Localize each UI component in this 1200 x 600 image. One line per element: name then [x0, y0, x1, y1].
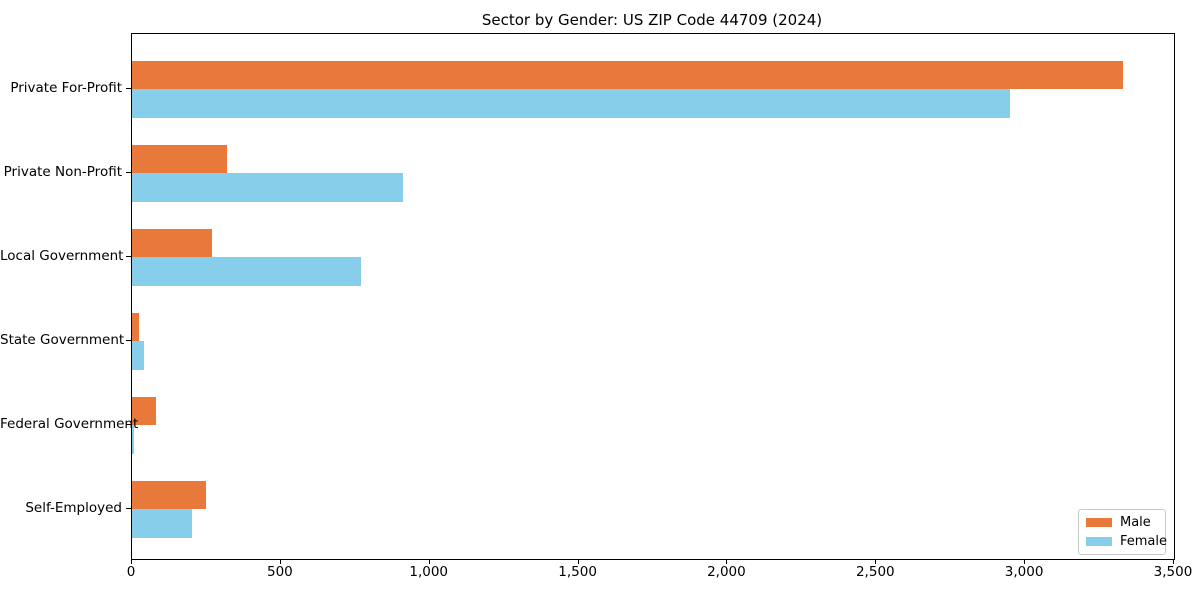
y-tick-mark — [126, 508, 131, 509]
bar-female-1 — [132, 89, 1011, 118]
x-tick-mark — [726, 559, 728, 564]
y-tick-mark — [126, 340, 131, 341]
x-axis-tick-label: 1,000 — [409, 564, 449, 580]
y-tick-mark — [126, 424, 131, 425]
bar-female-4 — [132, 341, 144, 370]
bar-female-3 — [132, 257, 362, 286]
bar-male-1 — [132, 60, 1124, 89]
y-axis-category-label: Federal Government — [0, 416, 139, 432]
x-axis-tick-label: 0 — [126, 564, 136, 580]
legend-swatch-male-icon — [1086, 518, 1112, 527]
bar-male-2 — [132, 144, 228, 173]
legend-swatch-female-icon — [1086, 537, 1112, 546]
y-axis-category-label: Private For-Profit — [10, 80, 122, 96]
bar-female-5 — [132, 425, 134, 454]
x-axis-tick-label: 500 — [267, 564, 293, 580]
legend-label-female: Female — [1120, 534, 1168, 549]
x-axis-tick-label: 2,000 — [707, 564, 746, 580]
x-tick-mark — [131, 559, 132, 564]
legend-entry-female: Female — [1086, 534, 1167, 549]
bar-female-6 — [132, 509, 192, 538]
y-axis-category-label: Local Government — [0, 248, 124, 264]
x-axis-tick-label: 2,500 — [855, 564, 895, 580]
x-tick-mark — [875, 559, 877, 564]
y-tick-mark — [126, 256, 131, 257]
plot-area — [131, 33, 1175, 560]
y-axis-category-label: Self-Employed — [25, 500, 122, 516]
bar-female-2 — [132, 173, 403, 202]
y-tick-mark — [126, 172, 131, 173]
bars-layer — [132, 34, 1174, 559]
x-tick-mark — [1024, 559, 1026, 564]
x-axis-tick-label: 3,000 — [1004, 564, 1044, 580]
chart-title: Sector by Gender: US ZIP Code 44709 (202… — [481, 11, 823, 29]
bar-male-4 — [132, 312, 140, 341]
legend-label-male: Male — [1120, 515, 1151, 530]
bar-male-3 — [132, 228, 213, 257]
x-tick-mark — [1173, 559, 1174, 564]
legend-entry-male: Male — [1086, 515, 1158, 530]
y-tick-mark — [126, 88, 131, 89]
bar-male-5 — [132, 396, 156, 425]
x-axis-tick-label: 3,500 — [1153, 564, 1193, 580]
bar-male-6 — [132, 480, 207, 509]
x-tick-mark — [577, 559, 579, 564]
y-axis-category-label: State Government — [0, 332, 125, 348]
x-tick-mark — [279, 559, 281, 564]
x-tick-mark — [428, 559, 430, 564]
x-axis-tick-label: 1,500 — [558, 564, 597, 580]
y-axis-category-label: Private Non-Profit — [3, 164, 122, 180]
legend: Male Female — [1078, 509, 1167, 555]
